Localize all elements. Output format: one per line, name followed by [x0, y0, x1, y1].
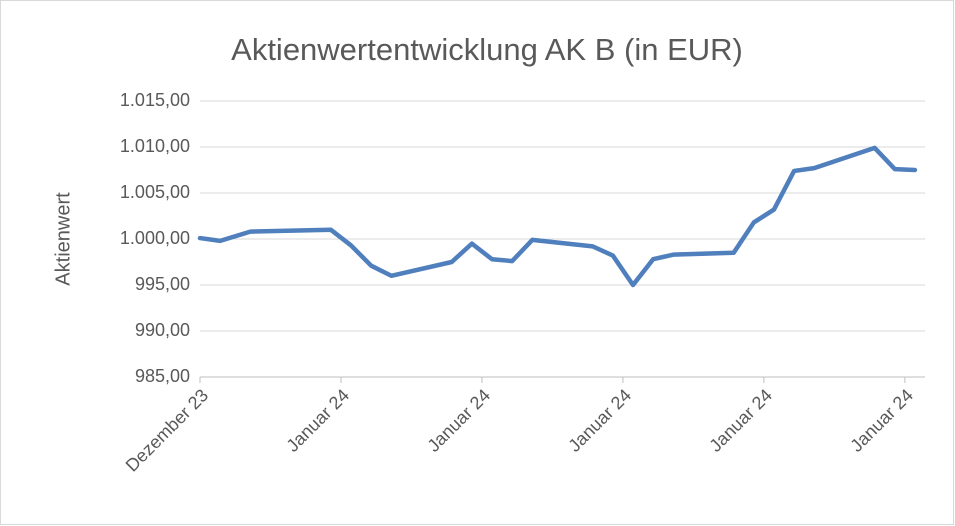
chart-title: Aktienwertentwicklung AK B (in EUR): [231, 32, 743, 67]
y-tick-label: 985,00: [135, 366, 190, 386]
y-tick-label: 1.005,00: [120, 182, 190, 202]
y-tick-label: 1.015,00: [120, 90, 190, 110]
y-tick-label: 990,00: [135, 320, 190, 340]
y-tick-label: 1.000,00: [120, 228, 190, 248]
y-tick-label: 995,00: [135, 274, 190, 294]
y-tick-label: 1.010,00: [120, 136, 190, 156]
y-axis-label: Aktienwert: [52, 192, 74, 286]
line-series: [197, 145, 918, 288]
